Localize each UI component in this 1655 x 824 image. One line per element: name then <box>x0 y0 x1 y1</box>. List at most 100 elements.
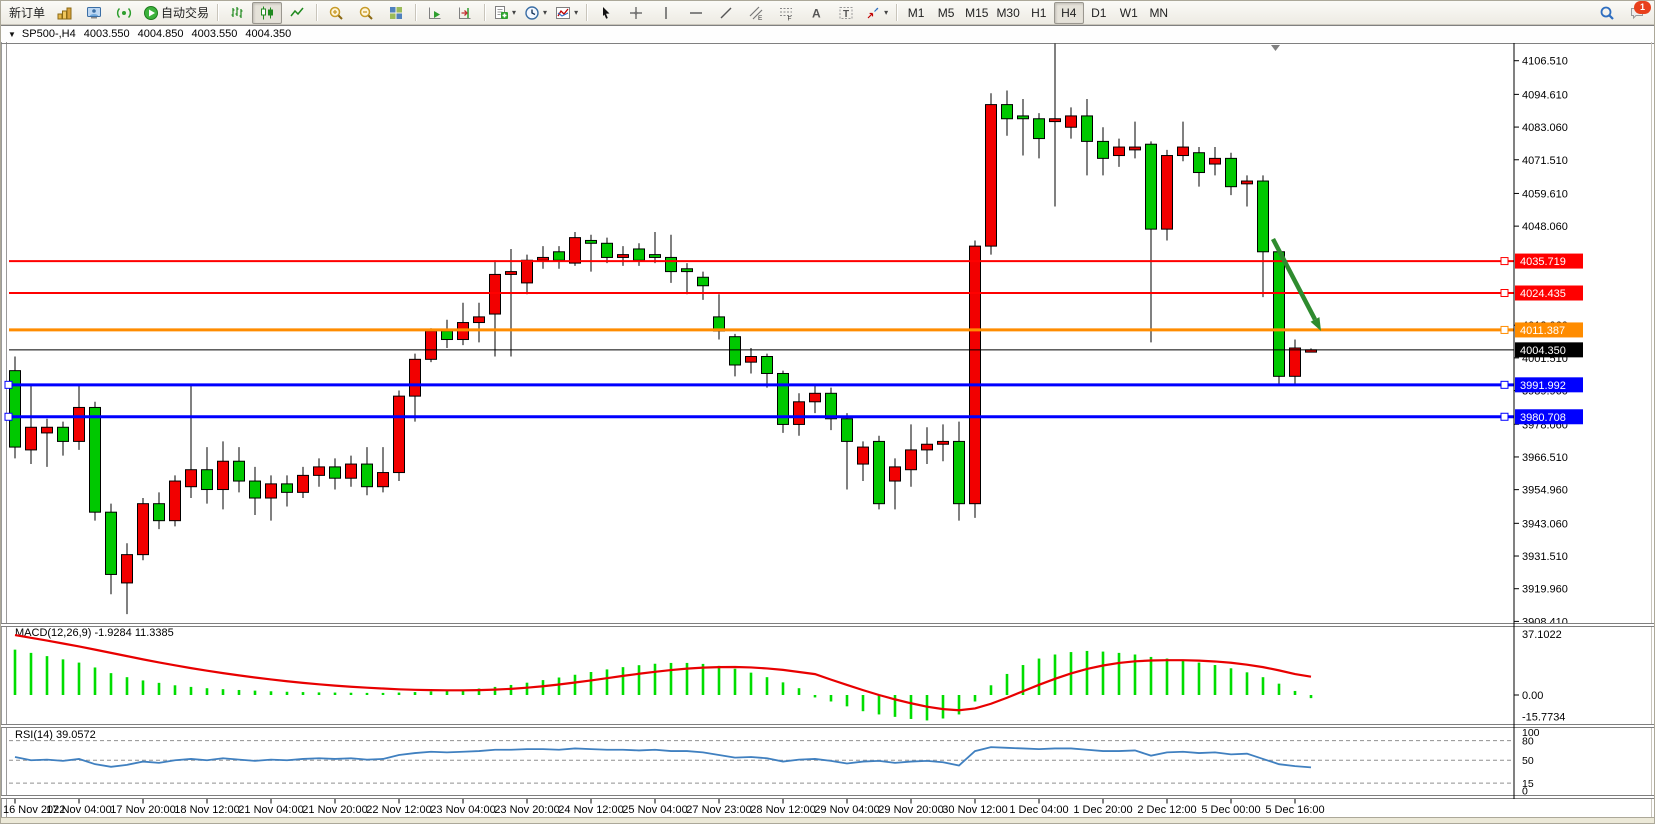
tf-h4-button[interactable]: H4 <box>1053 1 1084 24</box>
zoom-out-icon <box>358 5 374 21</box>
crosshair-button[interactable] <box>621 2 651 24</box>
tf-h1-button[interactable]: H1 <box>1024 2 1054 24</box>
candle <box>137 503 149 556</box>
hline-handle[interactable] <box>1500 257 1509 266</box>
bar-chart-button[interactable] <box>222 2 252 24</box>
line-chart-button[interactable] <box>282 2 312 24</box>
candle <box>825 392 837 420</box>
candle <box>25 426 37 451</box>
equidistant-channel-icon: E <box>748 5 764 21</box>
indicators-button[interactable]: ▾ <box>551 2 582 24</box>
candle <box>281 483 293 493</box>
autotrading-button[interactable]: 自动交易 <box>139 2 213 24</box>
dropdown-caret-icon[interactable]: ▾ <box>574 8 579 17</box>
horizontal-line-icon <box>688 5 704 21</box>
notifications-icon: 1 <box>1629 1 1651 21</box>
horizontal-lines-layer <box>4 257 1514 421</box>
new-order-button[interactable]: 新订单 <box>5 2 49 24</box>
candlestick-chart-icon <box>259 5 275 21</box>
notifications-button[interactable]: 1 <box>1622 1 1652 24</box>
equidistant-channel-button[interactable]: E <box>741 2 771 24</box>
tf-m5-button-label: M5 <box>937 5 955 20</box>
candle <box>1193 152 1205 174</box>
shift-marker-icon <box>1271 45 1280 51</box>
candle <box>921 443 933 451</box>
chart-symbols-icon <box>56 5 72 21</box>
svg-text:23 Nov 04:00: 23 Nov 04:00 <box>430 804 495 816</box>
chart-info-bar: ▼ SP500-,H4 4003.550 4004.850 4003.550 4… <box>1 25 1654 42</box>
hline-handle[interactable] <box>1500 289 1509 298</box>
svg-text:2 Dec 12:00: 2 Dec 12:00 <box>1137 804 1196 816</box>
text-label-button[interactable]: T <box>831 2 861 24</box>
svg-text:4071.510: 4071.510 <box>1522 155 1568 167</box>
tf-w1-button[interactable]: W1 <box>1114 2 1144 24</box>
hline-handle[interactable] <box>4 380 13 389</box>
text-button[interactable]: A <box>801 2 831 24</box>
auto-scroll-button[interactable] <box>420 2 450 24</box>
tf-m15-button[interactable]: M15 <box>961 2 992 24</box>
hline-handle[interactable] <box>4 412 13 421</box>
svg-text:1 Dec 20:00: 1 Dec 20:00 <box>1073 804 1132 816</box>
vertical-line-button[interactable] <box>651 2 681 24</box>
svg-text:4004.350: 4004.350 <box>1520 345 1566 357</box>
candle <box>857 446 869 465</box>
toolbar-separator <box>217 4 219 21</box>
fibonacci-button[interactable]: F <box>771 2 801 24</box>
cursor-button[interactable] <box>591 2 621 24</box>
dropdown-caret-icon[interactable]: ▾ <box>512 8 517 17</box>
period-button[interactable]: ▾ <box>520 2 551 24</box>
candle <box>1065 115 1077 128</box>
tile-windows-button[interactable] <box>381 2 411 24</box>
chart-symbols-button[interactable] <box>49 2 79 24</box>
candle <box>361 463 373 488</box>
candle <box>1209 157 1221 165</box>
trend-arrow-annotation[interactable] <box>1271 237 1321 331</box>
candle <box>937 440 949 445</box>
ohlc-high: 4004.850 <box>137 28 184 40</box>
new-chart-button[interactable]: ▾ <box>489 2 520 24</box>
auto-scroll-icon <box>427 5 443 21</box>
tf-m1-button-label: M1 <box>907 5 925 20</box>
svg-text:3954.960: 3954.960 <box>1522 485 1568 497</box>
trendline-button[interactable] <box>711 2 741 24</box>
tf-m1-button[interactable]: M1 <box>901 2 931 24</box>
tf-m30-button[interactable]: M30 <box>992 2 1023 24</box>
market-watch-button[interactable] <box>79 2 109 24</box>
chart-shift-button[interactable] <box>450 2 480 24</box>
candle <box>1273 251 1285 377</box>
hline-handle[interactable] <box>1500 380 1509 389</box>
candlestick-chart-button[interactable] <box>252 1 283 24</box>
indicators-icon <box>555 5 571 21</box>
notification-count-badge: 1 <box>1634 1 1651 14</box>
dropdown-caret-icon[interactable]: ▾ <box>543 8 548 17</box>
dropdown-caret-icon[interactable]: ▾ <box>884 8 889 17</box>
search-button[interactable] <box>1592 2 1622 24</box>
candle <box>1129 146 1141 151</box>
zoom-in-button[interactable] <box>321 2 351 24</box>
arrows-button[interactable]: ▾ <box>861 2 892 24</box>
hline-handle[interactable] <box>1500 412 1509 421</box>
candle <box>777 372 789 425</box>
candle <box>633 248 645 261</box>
collapse-ohlc-icon[interactable]: ▼ <box>8 29 16 39</box>
svg-text:4048.060: 4048.060 <box>1522 221 1568 233</box>
horizontal-line-button[interactable] <box>681 2 711 24</box>
candle <box>1225 157 1237 188</box>
signals-button[interactable] <box>109 2 139 24</box>
candle <box>1033 118 1045 140</box>
zoom-out-button[interactable] <box>351 2 381 24</box>
tf-d1-button[interactable]: D1 <box>1084 2 1114 24</box>
chart-canvas[interactable]: 4106.510 4094.610 4083.060 4071.510 4059.610… <box>1 42 1655 824</box>
candle <box>1017 115 1029 120</box>
cursor-icon <box>598 5 614 21</box>
hline-handle[interactable] <box>1500 325 1509 334</box>
tf-mn-button[interactable]: MN <box>1144 2 1174 24</box>
svg-text:3980.708: 3980.708 <box>1520 412 1566 424</box>
candle <box>1177 146 1189 157</box>
candle <box>121 554 133 584</box>
svg-text:0.00: 0.00 <box>1522 690 1543 702</box>
tf-m15-button-label: M15 <box>965 5 989 20</box>
tf-m5-button[interactable]: M5 <box>931 2 961 24</box>
ohlc-low: 4003.550 <box>191 28 238 40</box>
